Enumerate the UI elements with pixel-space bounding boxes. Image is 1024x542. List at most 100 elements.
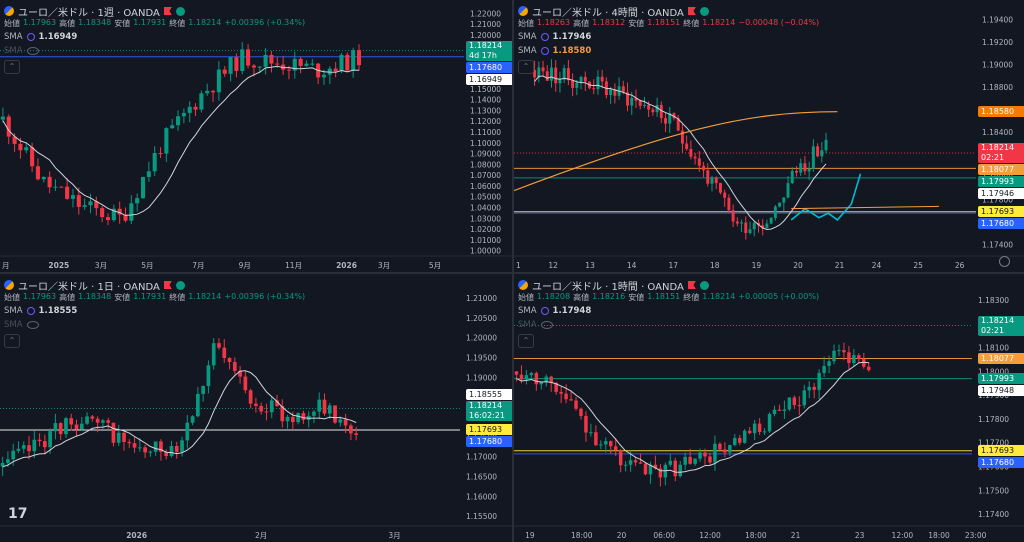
candle-body: [842, 350, 846, 353]
y-tick-label: 1.17800: [978, 415, 1009, 424]
candle-body: [697, 158, 701, 166]
sma-indicator-2[interactable]: SMA: [4, 44, 305, 58]
sma-indicator-1[interactable]: SMA 1.17948: [518, 304, 819, 318]
x-tick-label: 18:00: [571, 531, 593, 540]
y-tick-label: 1.22000: [470, 9, 501, 18]
candle-body: [206, 365, 211, 386]
collapse-legend-button[interactable]: ⌃: [518, 334, 534, 348]
price-tag: 1.18077: [978, 352, 1024, 364]
chart-panel-4h[interactable]: 1.194001.192001.190001.188001.186001.184…: [514, 0, 1024, 272]
eurusd-symbol-icon: [4, 280, 14, 290]
sma-indicator-2[interactable]: SMA: [4, 318, 305, 332]
sma-indicator-1[interactable]: SMA 1.16949: [4, 30, 305, 44]
candle-body: [30, 147, 35, 167]
candle-body: [65, 186, 70, 199]
sma-settings-icon[interactable]: [26, 33, 35, 41]
candle-body: [782, 409, 787, 411]
sma-line: [2, 370, 357, 468]
sma-indicator-1[interactable]: SMA 1.18555: [4, 304, 305, 318]
y-tick-label: 1.21000: [470, 20, 501, 29]
chart-header-daily: ユーロ／米ドル · 1日 · OANDA 始値 1.17963 高値 1.18348…: [4, 278, 305, 348]
candle-body: [757, 423, 762, 432]
candle-body: [135, 198, 140, 204]
price-tag-countdown: 02:21: [981, 325, 1005, 335]
chart-title[interactable]: ユーロ／米ドル · 1時間 · OANDA: [532, 281, 684, 293]
candle-body: [18, 143, 23, 151]
candle-body: [752, 222, 756, 230]
y-tick-label: 1.18300: [978, 296, 1009, 305]
sma-settings-icon[interactable]: [26, 307, 35, 315]
candle-body: [782, 197, 786, 203]
y-tick-label: 1.17000: [466, 453, 497, 462]
collapse-legend-button[interactable]: ⌃: [4, 334, 20, 348]
x-tick-label: 20: [617, 531, 627, 540]
x-tick-label: 24: [872, 261, 882, 270]
candle-body: [164, 128, 169, 154]
sma-indicator-1[interactable]: SMA 1.17946: [518, 30, 819, 44]
candle-body: [799, 163, 803, 173]
candle-body: [638, 100, 642, 106]
chart-panel-daily[interactable]: 1.21000 1.20500 1.20000 1.19500 1.19000 1.185…: [0, 274, 512, 542]
candle-body: [227, 357, 232, 363]
candle-body: [196, 393, 200, 417]
candle-body: [549, 376, 553, 383]
candle-body: [35, 166, 40, 180]
candle-body: [64, 418, 68, 435]
sma-line: [534, 75, 827, 231]
candle-body: [333, 405, 337, 423]
ohlc-readout: 始値 1.18208 高値 1.18216 安値 1.18151 終値 1.18214 …: [518, 292, 819, 304]
chart-title[interactable]: ユーロ／米ドル · 4時間 · OANDA: [532, 7, 684, 19]
pane-divider-horizontal[interactable]: [0, 272, 1024, 274]
sma-settings-icon[interactable]: [540, 47, 549, 55]
hidden-eye-icon[interactable]: [26, 47, 39, 55]
x-tick-label: 5月: [141, 261, 153, 270]
candle-body: [69, 418, 74, 425]
close-label: 終値: [683, 293, 700, 302]
low-label: 安値: [114, 293, 131, 302]
flag-icon[interactable]: [163, 7, 172, 15]
sma-label: SMA: [518, 46, 537, 56]
sma-indicator-2[interactable]: SMA: [518, 318, 819, 332]
candle-body: [761, 225, 765, 229]
x-tick-label: 3月: [95, 261, 107, 270]
chart-panel-weekly[interactable]: 1.220001.210001.200001.190001.180001.170…: [0, 0, 512, 272]
flag-icon[interactable]: [687, 281, 696, 289]
chart-title[interactable]: ユーロ／米ドル · 1日 · OANDA: [18, 281, 160, 293]
candle-body: [0, 462, 5, 467]
candle-body: [811, 146, 815, 169]
x-tick-label: 2025: [48, 261, 69, 270]
candle-body: [232, 362, 237, 371]
x-tick-label: 17: [668, 261, 678, 270]
chart-panel-1h[interactable]: 1.183001.182001.181001.180001.179001.178…: [514, 274, 1024, 542]
collapse-legend-button[interactable]: ⌃: [518, 60, 534, 74]
sma-indicator-2[interactable]: SMA 1.18580: [518, 44, 819, 58]
hidden-eye-icon[interactable]: [26, 321, 39, 329]
candle-body: [354, 433, 359, 435]
collapse-legend-button[interactable]: ⌃: [4, 60, 20, 74]
low-label: 安値: [628, 293, 645, 302]
candle-body: [807, 168, 811, 172]
sma-settings-icon[interactable]: [540, 307, 549, 315]
close-value: 1.18214: [188, 292, 222, 301]
flag-icon[interactable]: [163, 281, 172, 289]
pane-divider-vertical[interactable]: [512, 0, 514, 542]
high-label: 高値: [573, 293, 590, 302]
x-tick-label: 9月: [239, 261, 251, 270]
open-value: 1.18208: [537, 292, 571, 301]
candle-body: [738, 438, 742, 443]
y-tick-label: 1.14000: [470, 96, 501, 105]
price-tag: 1.16949: [466, 73, 512, 85]
gear-icon[interactable]: [999, 256, 1010, 267]
hidden-eye-icon[interactable]: [540, 321, 553, 329]
flag-icon[interactable]: [687, 7, 696, 15]
candle-body: [292, 58, 297, 71]
candle-body: [111, 422, 116, 443]
sma-settings-icon[interactable]: [540, 33, 549, 41]
candle-body: [148, 451, 153, 453]
tradingview-logo[interactable]: 17: [8, 506, 28, 522]
candle-body: [594, 432, 598, 446]
candle-body: [683, 456, 687, 465]
x-tick-label: 19: [525, 531, 535, 540]
chart-title[interactable]: ユーロ／米ドル · 1週 · OANDA: [18, 7, 160, 19]
candle-body: [322, 399, 327, 414]
